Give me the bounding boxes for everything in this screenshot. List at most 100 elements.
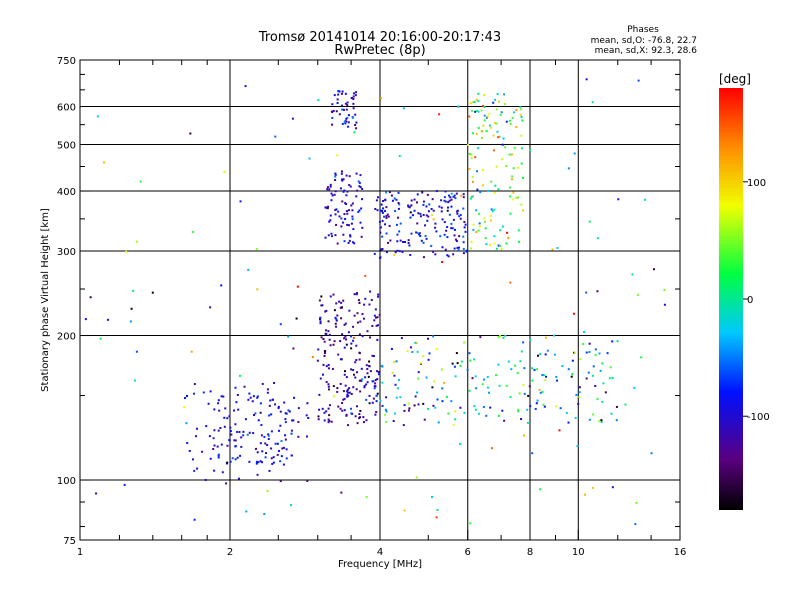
data-point [606,352,609,355]
data-point [360,207,363,210]
data-point [225,482,228,485]
data-point [341,122,344,125]
data-point [624,403,627,406]
data-point [234,445,237,448]
data-point [248,392,251,395]
data-point [455,352,458,355]
data-point [366,368,369,371]
data-point [450,222,453,225]
data-point [463,411,466,414]
data-point [317,348,320,351]
data-point [259,442,262,445]
data-point [400,337,403,340]
data-point [407,204,410,207]
data-point [452,423,455,426]
data-point [462,193,465,196]
data-point [546,349,549,352]
data-point [269,399,272,402]
data-point [350,412,353,415]
data-point [336,390,339,393]
data-point [357,210,360,213]
data-point [234,386,237,389]
data-point [392,361,395,364]
data-point [328,414,331,417]
data-point [270,430,273,433]
data-point [233,439,236,442]
data-point [470,240,473,243]
data-point [336,314,339,317]
data-point [443,233,446,236]
data-point [512,198,515,201]
data-point [341,402,344,405]
data-point [342,108,345,111]
data-point [391,199,394,202]
data-point [213,408,216,411]
data-point [430,245,433,248]
data-point [265,452,268,455]
data-point [417,212,420,215]
data-point [372,355,375,358]
data-point [193,383,196,386]
data-point [441,400,444,403]
data-point [598,420,601,423]
data-point [432,218,435,221]
data-point [497,336,500,339]
data-point [486,375,489,378]
data-point [195,427,198,430]
data-point [474,375,477,378]
chart-subtitle: RwPretec (8p) [334,43,425,58]
data-point [385,396,388,399]
data-point [411,351,414,354]
data-point [594,384,597,387]
y-tick-label: 400 [57,187,76,198]
data-point [425,237,428,240]
data-point [559,407,562,410]
data-point [479,336,482,339]
data-point [500,158,503,161]
data-point [407,409,410,412]
data-point [234,458,237,461]
data-point [290,454,293,457]
data-point [335,223,338,226]
data-point [135,350,138,353]
data-point [393,197,396,200]
data-point [440,199,443,202]
data-point [421,191,424,194]
data-point [99,337,102,340]
data-point [305,414,308,417]
data-point [356,405,359,408]
data-point [361,313,364,316]
data-point [317,415,320,418]
data-point [347,394,350,397]
data-point [358,358,361,361]
data-point [243,385,246,388]
data-point [529,338,532,341]
data-point [459,442,462,445]
data-point [346,104,349,107]
data-point [274,442,277,445]
data-point [576,445,579,448]
data-point [422,402,425,405]
data-point [256,396,259,399]
data-point [501,143,504,146]
data-point [567,421,570,424]
data-point [231,457,234,460]
data-point [573,152,576,155]
data-point [351,218,354,221]
data-point [266,388,269,391]
data-point [396,233,399,236]
data-point [482,124,485,127]
data-point [334,213,337,216]
data-point [369,290,372,293]
data-point [517,229,520,232]
data-point [498,384,501,387]
data-point [483,378,486,381]
data-point [571,373,574,376]
data-point [343,323,346,326]
data-point [640,356,643,359]
data-point [611,486,614,489]
data-point [347,114,350,117]
data-point [279,460,282,463]
data-point [384,199,387,202]
